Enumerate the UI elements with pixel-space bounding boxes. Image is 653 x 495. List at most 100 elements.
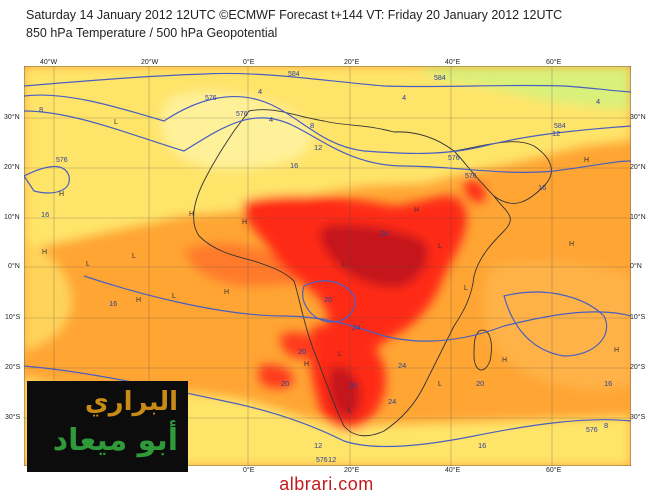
madagascar-coastline — [473, 329, 492, 371]
lat-tick: 30°S — [5, 414, 21, 421]
lat-tick: 10°N — [4, 214, 20, 221]
lat-tick: 20°N — [630, 164, 646, 171]
lat-tick: 30°N — [630, 114, 646, 121]
lon-tick: 20°W — [141, 59, 159, 66]
isotherm-label: 24 — [388, 397, 396, 406]
isotherm-label: 8 — [310, 121, 314, 130]
pressure-mark: L — [438, 381, 442, 388]
isotherm-label: 4 — [596, 97, 600, 106]
lat-tick: 10°N — [630, 214, 646, 221]
logo-text-bottom: أبو ميعاد — [52, 423, 178, 458]
pressure-mark: L — [338, 351, 342, 358]
pressure-mark: H — [304, 361, 309, 368]
isotherm-label: 16 — [41, 210, 49, 219]
hot-spot-arabia — [464, 180, 486, 203]
lon-tick: 40°E — [445, 59, 461, 66]
lat-tick: 10°S — [5, 314, 21, 321]
pressure-mark: L — [114, 119, 118, 126]
isotherm-label: 16 — [109, 299, 117, 308]
cool-zone-northeast — [414, 66, 631, 111]
pressure-mark: H — [224, 289, 229, 296]
isotherm-label: 20 — [324, 295, 332, 304]
lon-tick: 60°E — [546, 467, 562, 474]
lat-tick: 0°N — [8, 263, 20, 270]
pressure-mark: L — [172, 293, 176, 300]
geopotential-label: 576 — [586, 427, 598, 434]
extreme-zone-central — [319, 224, 428, 288]
cold-core-north — [160, 92, 312, 170]
pressure-mark: H — [136, 297, 141, 304]
pressure-mark: H — [59, 191, 64, 198]
isotherm-label: 8 — [39, 105, 43, 114]
geopotential-label: 576 — [465, 173, 477, 180]
lat-tick: 20°S — [5, 364, 21, 371]
hot-spot-west-south — [259, 364, 294, 389]
pressure-mark: H — [42, 249, 47, 256]
isotherm-label: 16 — [290, 161, 298, 170]
pressure-mark: H — [189, 211, 194, 218]
extreme-zone-south — [328, 366, 361, 418]
geopotential-label: 576 — [56, 157, 68, 164]
map-title: Saturday 14 January 2012 12UTC ©ECMWF Fo… — [26, 8, 563, 22]
hot-spot-angola — [279, 331, 319, 359]
isotherm-label: 20 — [298, 347, 306, 356]
isotherm-label: 12 — [314, 143, 322, 152]
lon-tick: 40°W — [40, 59, 58, 66]
pressure-mark: H — [242, 219, 247, 226]
isotherm-labels: 8 4 4 4 8 12 16 16 16 12 16 24 20 20 24 … — [39, 87, 612, 464]
isotherm-label: 4 — [258, 87, 262, 96]
lat-tick: 0°N — [630, 263, 642, 270]
lon-tick: 60°E — [546, 59, 562, 66]
lon-tick: 20°E — [344, 59, 360, 66]
geopotential-label: 584 — [554, 123, 566, 130]
pressure-mark: L — [132, 253, 136, 260]
isotherm-label: 20 — [349, 381, 357, 390]
pressure-mark: L — [86, 261, 90, 268]
lat-tick: 30°S — [630, 414, 646, 421]
isotherm-label: 16 — [478, 441, 486, 450]
lon-tick: 0°E — [243, 59, 255, 66]
pressure-marks: H L H L L H H H L H L H L H H L L H L H … — [42, 119, 619, 414]
isotherm-label: 24 — [352, 323, 360, 332]
lat-tick: 10°S — [630, 314, 646, 321]
weather-map: 8 4 4 4 8 12 16 16 16 12 16 24 20 20 24 … — [24, 66, 631, 466]
pressure-mark: L — [464, 285, 468, 292]
geopotential-label: 576 — [316, 457, 328, 464]
geopotential-label: 584 — [288, 71, 300, 78]
lat-tick: 20°N — [4, 164, 20, 171]
isotherm-label: 16 — [538, 183, 546, 192]
geopotential-label: 576 — [205, 95, 217, 102]
isotherm-label: 20 — [281, 379, 289, 388]
isotherm-label: 16 — [604, 379, 612, 388]
isotherm-label: 20 — [476, 379, 484, 388]
pressure-mark: H — [414, 207, 419, 214]
pressure-mark: H — [502, 357, 507, 364]
geopotential-label: 584 — [434, 75, 446, 82]
lat-tick: 20°S — [630, 364, 646, 371]
site-watermark: albrari.com — [279, 474, 374, 494]
pressure-mark: L — [342, 261, 346, 268]
isotherm-label: 4 — [269, 115, 273, 124]
geopotential-labels: 576 576 584 584 576 576 576 584 576 576 — [56, 71, 598, 464]
isotherm-label: 4 — [402, 93, 406, 102]
isotherm-label: 12 — [552, 129, 560, 138]
lon-tick: 0°E — [243, 467, 255, 474]
logo-text-top: البراري — [84, 387, 178, 417]
pressure-mark: H — [614, 347, 619, 354]
watermark-logo: البراري أبو ميعاد — [27, 381, 188, 472]
pressure-mark: L — [438, 243, 442, 250]
isotherm-label: 8 — [604, 421, 608, 430]
geopotential-label: 576 — [236, 111, 248, 118]
africa-coastline — [193, 109, 511, 437]
lon-tick: 20°E — [344, 467, 360, 474]
warm-ocean-east — [483, 261, 631, 390]
pressure-mark: H — [584, 157, 589, 164]
pressure-mark: H — [569, 241, 574, 248]
geopotential-label: 576 — [448, 155, 460, 162]
pressure-mark: L — [348, 407, 352, 414]
mild-zone-west — [24, 241, 72, 351]
map-subtitle: 850 hPa Temperature / 500 hPa Geopotenti… — [26, 26, 278, 40]
isotherm-label: 12 — [328, 455, 336, 464]
isotherm-label: 24 — [398, 361, 406, 370]
isotherm-label: 24 — [380, 229, 388, 238]
